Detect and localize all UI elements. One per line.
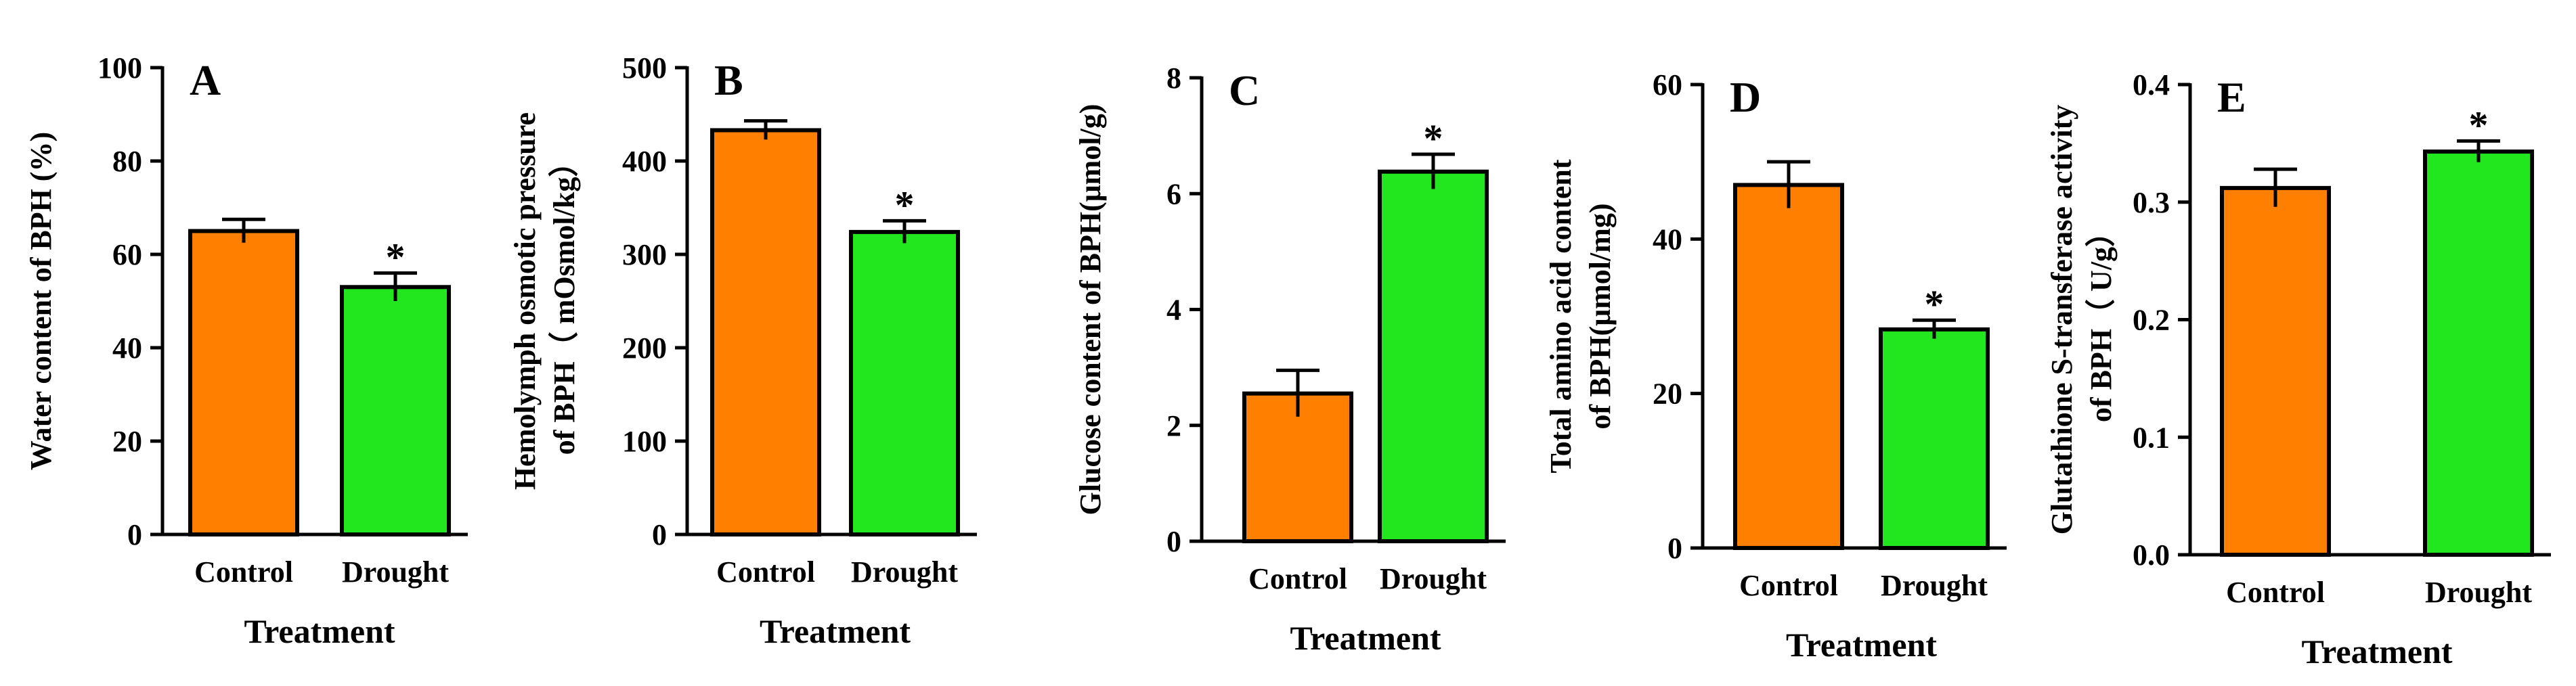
y-axis-title: Total amino acid content bbox=[1544, 159, 1577, 473]
panel-a: 0 20 40 60 80 100 Control * Drought Treatment A Wat… bbox=[24, 51, 468, 650]
y-axis-title: of BPH（ mOsmol/kg） bbox=[548, 147, 581, 455]
y-axis-title: Hemolymph osmotic pressure bbox=[508, 112, 542, 490]
y-tick-label: 0 bbox=[127, 518, 142, 551]
panel-letter: C bbox=[1229, 66, 1260, 114]
bar-control bbox=[188, 229, 299, 536]
y-axis-title: of BPH(μmol/mg) bbox=[1584, 203, 1617, 429]
y-tick-label: 0 bbox=[1667, 532, 1682, 565]
x-category-label: Control bbox=[1739, 569, 1838, 602]
bar-drought bbox=[2423, 150, 2534, 557]
y-axis-title: Glucose content of BPH(μmol/g) bbox=[1074, 104, 1107, 516]
x-category-label: Drought bbox=[1881, 569, 1988, 602]
y-tick-label: 100 bbox=[97, 51, 142, 85]
y-axis-title: Water content of BPH (%) bbox=[24, 132, 58, 470]
y-tick-label: 20 bbox=[112, 425, 142, 458]
x-axis-title: Treatment bbox=[244, 612, 395, 650]
x-axis-title: Treatment bbox=[760, 612, 911, 650]
y-tick-label: 40 bbox=[1653, 223, 1682, 256]
y-tick-label: 300 bbox=[622, 238, 667, 271]
x-category-label: Drought bbox=[342, 555, 449, 589]
y-tick-label: 20 bbox=[1653, 378, 1682, 411]
panel-letter: E bbox=[2217, 73, 2246, 121]
significance-marker: * bbox=[386, 235, 406, 279]
x-category-label: Drought bbox=[1380, 562, 1487, 595]
panel-letter: B bbox=[714, 56, 743, 104]
significance-marker: * bbox=[1424, 116, 1443, 160]
bar-drought bbox=[340, 285, 451, 536]
y-tick-label: 80 bbox=[112, 145, 142, 178]
y-tick-label: 40 bbox=[112, 331, 142, 365]
panel-c: 0 2 4 6 8 Control * Drought Treatment C Glucose co… bbox=[1074, 62, 1506, 657]
y-tick-label: 400 bbox=[622, 145, 667, 178]
bar-control bbox=[1733, 183, 1844, 550]
bar-drought bbox=[1879, 327, 1990, 550]
x-category-label: Control bbox=[2226, 576, 2325, 609]
y-tick-label: 6 bbox=[1166, 177, 1181, 210]
bar-control bbox=[710, 128, 821, 536]
panel-letter: D bbox=[1730, 73, 1761, 121]
x-axis-title: Treatment bbox=[2301, 633, 2452, 670]
panel-letter: A bbox=[190, 56, 221, 104]
x-category-label: Drought bbox=[2425, 576, 2532, 609]
panel-e: 0.0 0.1 0.2 0.3 0.4 Control * Drought Treatment E… bbox=[2045, 68, 2551, 670]
x-category-label: Drought bbox=[851, 555, 958, 589]
y-tick-label: 8 bbox=[1166, 62, 1181, 95]
significance-marker: * bbox=[2469, 103, 2489, 147]
panel-b: 0 100 200 300 400 500 Control * Drought Treatment… bbox=[508, 51, 977, 650]
y-tick-label: 2 bbox=[1166, 409, 1181, 442]
x-axis-title: Treatment bbox=[1786, 626, 1937, 664]
panel-d: 0 20 40 60 Control * Drought Treatment D Total am… bbox=[1544, 68, 2007, 664]
y-tick-label: 4 bbox=[1166, 294, 1181, 327]
bar-drought bbox=[1378, 169, 1489, 543]
x-category-label: Control bbox=[194, 555, 293, 589]
y-tick-label: 0.4 bbox=[2133, 68, 2170, 101]
y-axis-title: of BPH（ U/g） bbox=[2084, 217, 2118, 422]
y-tick-label: 0.0 bbox=[2133, 539, 2170, 572]
y-axis-title: Glutathione S-transferase activity bbox=[2045, 105, 2078, 534]
y-tick-label: 0.1 bbox=[2133, 421, 2170, 454]
y-tick-label: 100 bbox=[622, 425, 667, 458]
y-tick-label: 0.2 bbox=[2133, 304, 2170, 337]
y-tick-label: 0 bbox=[652, 518, 667, 551]
y-tick-label: 60 bbox=[112, 238, 142, 271]
x-axis-title: Treatment bbox=[1290, 619, 1441, 657]
significance-marker: * bbox=[1925, 282, 1944, 326]
x-category-label: Control bbox=[1248, 562, 1347, 595]
bar-control bbox=[2220, 185, 2331, 557]
x-category-label: Control bbox=[716, 555, 815, 589]
y-tick-label: 0 bbox=[1166, 525, 1181, 558]
y-tick-label: 60 bbox=[1653, 68, 1682, 101]
y-tick-label: 500 bbox=[622, 51, 667, 85]
bar-drought bbox=[849, 229, 960, 536]
significance-marker: * bbox=[895, 183, 915, 227]
y-tick-label: 200 bbox=[622, 331, 667, 365]
y-tick-label: 0.3 bbox=[2133, 186, 2170, 219]
